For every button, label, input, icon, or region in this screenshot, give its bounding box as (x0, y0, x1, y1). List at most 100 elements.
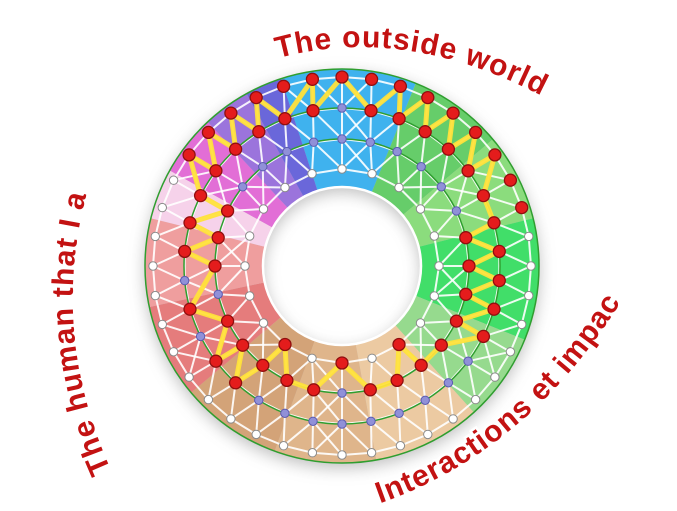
lattice-edge (282, 420, 314, 447)
milestone-node (183, 302, 197, 316)
milestone-node (278, 337, 292, 352)
milestone-node (434, 338, 448, 352)
node (337, 450, 347, 460)
milestone-node (515, 200, 529, 215)
milestone-node (487, 216, 501, 230)
lattice-edge (341, 141, 371, 170)
node (150, 290, 161, 301)
milestone-node (390, 373, 404, 388)
node (524, 290, 534, 301)
milestone-node (393, 79, 408, 93)
milestone-node (487, 302, 501, 316)
lattice-edge (284, 151, 288, 188)
node (429, 231, 439, 241)
node (392, 146, 402, 157)
node (258, 162, 268, 172)
node (367, 169, 377, 179)
lattice-edge (217, 265, 246, 295)
sector-green-3 (415, 218, 539, 340)
lattice-edge (242, 343, 286, 347)
lattice-edge (214, 170, 229, 212)
node (490, 372, 500, 382)
lattice-edge (467, 360, 496, 378)
lattice-edge (255, 412, 286, 436)
milestone-node (459, 231, 473, 245)
lattice-edge (483, 323, 522, 338)
milestone-node (211, 231, 225, 245)
node (213, 289, 223, 299)
node (251, 429, 261, 440)
milestone-node (228, 142, 243, 156)
lattice-edge (311, 142, 315, 174)
milestone-node (492, 273, 506, 288)
milestone-node (256, 358, 270, 372)
lattice-edge (371, 150, 398, 175)
milestone-node (488, 148, 502, 162)
milestone-node (249, 90, 263, 105)
node (157, 319, 168, 330)
lattice-edge (152, 265, 186, 282)
node (448, 414, 458, 424)
node (258, 318, 269, 328)
node (282, 146, 292, 157)
node (470, 394, 481, 405)
sector-indigo (246, 78, 318, 197)
lattice-edge (447, 382, 455, 420)
node (443, 378, 454, 388)
node (451, 206, 462, 216)
milestone-node (476, 329, 491, 344)
milestone-node (209, 354, 223, 368)
milestone-node (392, 337, 406, 352)
lattice-edge (311, 423, 343, 454)
milestone-node (183, 216, 197, 230)
lattice-edge (162, 323, 201, 338)
milestone-node (276, 79, 291, 93)
milestone-node (209, 164, 223, 178)
lattice-edge (447, 381, 477, 401)
milestone-node (335, 70, 349, 84)
node (524, 231, 534, 242)
node (337, 103, 347, 113)
node (395, 441, 406, 451)
node (148, 261, 158, 271)
milestone-node (468, 125, 483, 140)
lattice-edge (218, 293, 250, 297)
node (436, 182, 446, 192)
lattice-edge (419, 186, 443, 210)
lattice-edge (230, 399, 260, 420)
node (415, 204, 426, 214)
lattice-edge (396, 151, 400, 188)
node (434, 261, 444, 271)
lattice-edge (214, 235, 251, 267)
nodes-layer (148, 70, 536, 460)
lattice-edge (312, 109, 343, 140)
milestone-node (446, 106, 460, 120)
milestone-node (476, 188, 491, 203)
lattice-edge (313, 141, 343, 170)
milestone-node (201, 125, 216, 140)
node (238, 182, 248, 192)
label-human-that-i-am: The human that I am (0, 0, 117, 480)
lattice-edge (241, 186, 265, 210)
node (415, 318, 426, 328)
milestone-node (306, 104, 320, 118)
milestone-node (492, 244, 506, 259)
node (180, 275, 190, 286)
lattice-edge (341, 423, 373, 454)
milestone-node (280, 373, 294, 388)
node (308, 416, 318, 426)
node (365, 137, 375, 147)
lattice-edge (262, 165, 286, 189)
milestone-node (228, 376, 243, 390)
lattice-edge (424, 399, 454, 420)
node (366, 448, 377, 458)
node (337, 388, 347, 398)
node (307, 353, 317, 363)
node (416, 162, 426, 172)
milestone-node (182, 148, 196, 162)
lattice-edge (467, 361, 477, 400)
milestone-node (335, 356, 349, 370)
node (423, 429, 433, 440)
node (309, 137, 319, 147)
